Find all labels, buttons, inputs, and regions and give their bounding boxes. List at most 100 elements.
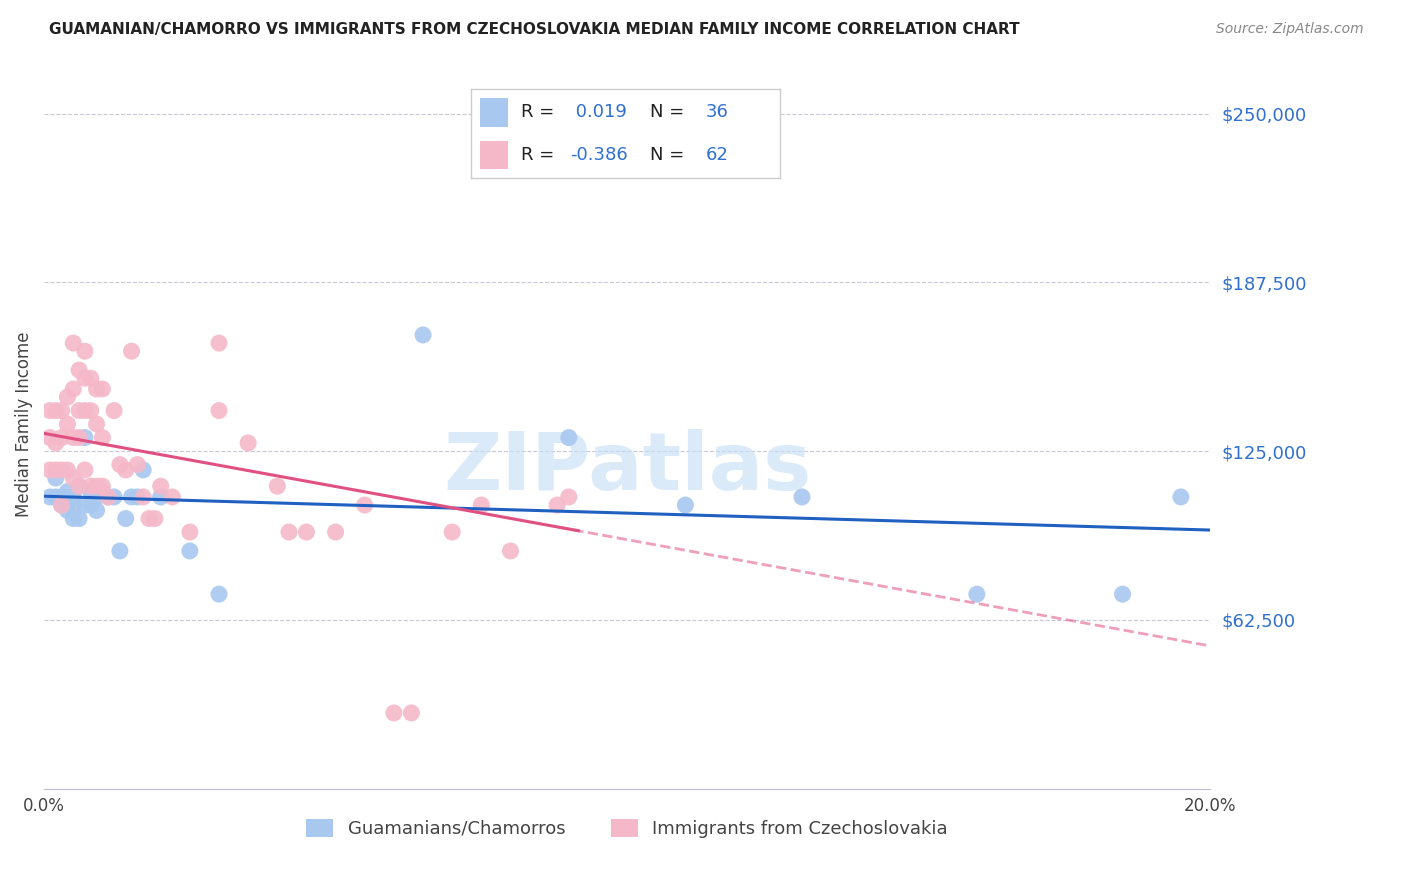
Point bbox=[56, 503, 79, 517]
Point bbox=[529, 161, 551, 175]
Point bbox=[266, 479, 288, 493]
Point bbox=[91, 382, 114, 396]
Point bbox=[51, 490, 73, 504]
Point bbox=[56, 417, 79, 431]
Point bbox=[97, 490, 120, 504]
Point bbox=[62, 471, 84, 485]
Text: ZIPatlas: ZIPatlas bbox=[443, 429, 811, 507]
Point bbox=[51, 498, 73, 512]
Point bbox=[132, 490, 155, 504]
Text: 0.019: 0.019 bbox=[569, 103, 627, 121]
Point bbox=[470, 498, 492, 512]
Point bbox=[67, 511, 90, 525]
Point bbox=[149, 479, 172, 493]
Text: Source: ZipAtlas.com: Source: ZipAtlas.com bbox=[1216, 22, 1364, 37]
Text: GUAMANIAN/CHAMORRO VS IMMIGRANTS FROM CZECHOSLOVAKIA MEDIAN FAMILY INCOME CORREL: GUAMANIAN/CHAMORRO VS IMMIGRANTS FROM CZ… bbox=[49, 22, 1019, 37]
Text: R =: R = bbox=[520, 103, 560, 121]
Point bbox=[91, 479, 114, 493]
Point bbox=[121, 344, 143, 359]
Point bbox=[51, 403, 73, 417]
Text: N =: N = bbox=[651, 146, 690, 164]
Text: R =: R = bbox=[520, 146, 560, 164]
Point bbox=[67, 363, 90, 377]
Point bbox=[80, 498, 103, 512]
Point bbox=[499, 544, 522, 558]
Bar bbox=[481, 141, 508, 169]
Point bbox=[790, 490, 813, 504]
Point bbox=[39, 490, 62, 504]
Point bbox=[62, 336, 84, 351]
Point bbox=[86, 417, 108, 431]
Point bbox=[295, 524, 318, 539]
Point bbox=[208, 587, 231, 601]
Point bbox=[127, 458, 149, 472]
Point bbox=[86, 490, 108, 504]
Point bbox=[51, 463, 73, 477]
Point bbox=[80, 479, 103, 493]
Point bbox=[546, 498, 568, 512]
Point bbox=[179, 544, 201, 558]
Point bbox=[80, 403, 103, 417]
Point bbox=[62, 490, 84, 504]
Point bbox=[67, 479, 90, 493]
Point bbox=[558, 431, 581, 445]
Point bbox=[353, 498, 375, 512]
Point bbox=[558, 490, 581, 504]
Point bbox=[97, 490, 120, 504]
Point bbox=[121, 490, 143, 504]
Point bbox=[91, 484, 114, 499]
Point bbox=[114, 511, 136, 525]
Point bbox=[51, 498, 73, 512]
Point bbox=[412, 328, 434, 343]
Point bbox=[103, 490, 125, 504]
Point bbox=[73, 403, 96, 417]
Point bbox=[127, 490, 149, 504]
Point bbox=[62, 498, 84, 512]
Point bbox=[39, 403, 62, 417]
Point bbox=[441, 524, 464, 539]
Point bbox=[1170, 490, 1192, 504]
Point bbox=[45, 490, 67, 504]
Point bbox=[56, 390, 79, 404]
Point bbox=[80, 484, 103, 499]
Point bbox=[67, 431, 90, 445]
Point bbox=[208, 403, 231, 417]
Text: 62: 62 bbox=[706, 146, 728, 164]
Point bbox=[138, 511, 160, 525]
Point bbox=[45, 463, 67, 477]
Point bbox=[67, 403, 90, 417]
Point bbox=[73, 371, 96, 385]
Text: 36: 36 bbox=[706, 103, 728, 121]
Text: -0.386: -0.386 bbox=[569, 146, 627, 164]
Point bbox=[103, 403, 125, 417]
Point bbox=[278, 524, 301, 539]
Point bbox=[62, 382, 84, 396]
Point bbox=[86, 382, 108, 396]
Legend: Guamanians/Chamorros, Immigrants from Czechoslovakia: Guamanians/Chamorros, Immigrants from Cz… bbox=[299, 812, 955, 845]
Point bbox=[45, 403, 67, 417]
Point bbox=[325, 524, 347, 539]
Point bbox=[73, 344, 96, 359]
Point bbox=[39, 431, 62, 445]
Point bbox=[673, 498, 696, 512]
Y-axis label: Median Family Income: Median Family Income bbox=[15, 331, 32, 516]
Point bbox=[179, 524, 201, 539]
Point bbox=[56, 463, 79, 477]
Point bbox=[1111, 587, 1133, 601]
Point bbox=[143, 511, 166, 525]
Bar bbox=[481, 98, 508, 127]
Text: N =: N = bbox=[651, 103, 690, 121]
Point bbox=[966, 587, 988, 601]
Point bbox=[73, 431, 96, 445]
Point bbox=[236, 436, 259, 450]
Point bbox=[149, 490, 172, 504]
Point bbox=[401, 706, 423, 720]
Point bbox=[108, 458, 131, 472]
Point bbox=[114, 463, 136, 477]
Point bbox=[51, 431, 73, 445]
Point bbox=[67, 479, 90, 493]
Point bbox=[162, 490, 184, 504]
Point bbox=[62, 431, 84, 445]
Point bbox=[80, 371, 103, 385]
Point bbox=[108, 544, 131, 558]
